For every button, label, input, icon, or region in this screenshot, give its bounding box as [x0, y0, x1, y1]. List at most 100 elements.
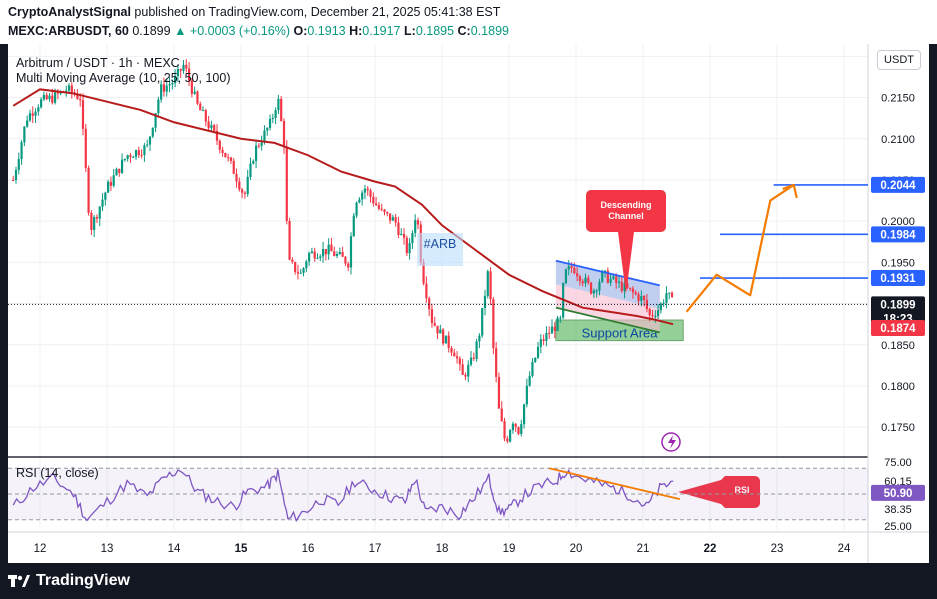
- candle: [252, 160, 255, 164]
- candle: [335, 253, 339, 256]
- candle: [402, 233, 406, 238]
- currency-button[interactable]: USDT: [877, 50, 921, 70]
- tradingview-mark-icon: [8, 573, 30, 589]
- candle: [118, 168, 121, 173]
- candle: [545, 332, 548, 341]
- candle: [129, 155, 132, 157]
- tradingview-brand: TradingView: [36, 572, 130, 589]
- time-tick-label: 19: [503, 543, 516, 555]
- indicator-legend[interactable]: Multi Moving Average (10, 25, 50, 100): [16, 71, 231, 85]
- target-badge-label: 0.1984: [880, 229, 916, 241]
- candle: [363, 188, 367, 193]
- time-tick-label: 21: [637, 543, 650, 555]
- candle: [509, 430, 512, 442]
- symbol-label: MEXC:ARBUSDT, 60: [8, 24, 129, 38]
- candle: [492, 299, 495, 349]
- target-badge-bg: [871, 270, 925, 287]
- candle: [305, 261, 308, 269]
- candle: [528, 375, 531, 386]
- descending-callout: [586, 190, 666, 294]
- open-label: O:: [293, 24, 308, 38]
- candle: [556, 317, 559, 331]
- candle: [221, 149, 224, 153]
- candle: [40, 99, 43, 108]
- candle: [81, 100, 85, 129]
- descending-channel-layer: [555, 259, 660, 334]
- ma-price-badge-bg: [871, 319, 925, 336]
- projection-arrow-line: [685, 183, 795, 313]
- candle: [34, 111, 37, 116]
- candle: [285, 147, 288, 221]
- candle: [109, 181, 113, 186]
- candle: [65, 90, 68, 92]
- candle: [495, 348, 498, 377]
- rsi-callout-label: RSI: [734, 485, 749, 495]
- chart-frame: Support Area #ARB Descending Channel RSI…: [0, 44, 937, 565]
- candle: [143, 145, 146, 155]
- candle: [631, 288, 635, 293]
- candle: [525, 385, 528, 405]
- candle: [428, 298, 431, 310]
- axis-layer: 0.22000.21500.21000.20500.20000.19500.19…: [34, 51, 925, 555]
- candle: [327, 244, 330, 255]
- candle: [190, 80, 193, 94]
- candle: [626, 283, 629, 288]
- candle: [324, 249, 327, 255]
- candle: [330, 244, 333, 252]
- candle: [598, 281, 601, 291]
- candle: [160, 84, 163, 100]
- tradingview-logo[interactable]: TradingView: [8, 572, 130, 590]
- candle: [534, 357, 537, 363]
- candle: [196, 91, 199, 104]
- candle: [98, 206, 101, 219]
- candle: [662, 302, 665, 304]
- candle: [584, 277, 587, 284]
- candle: [559, 317, 562, 319]
- target-badge-label: 0.2044: [880, 180, 916, 192]
- candle: [280, 98, 283, 122]
- candle: [51, 95, 54, 103]
- publish-header: CryptoAnalystSignal published on Trading…: [0, 0, 937, 44]
- candle: [241, 189, 244, 193]
- candle: [162, 84, 166, 92]
- price-chart-svg[interactable]: Support Area #ARB Descending Channel RSI…: [8, 44, 929, 563]
- arb-tag-label: #ARB: [424, 237, 457, 251]
- candle: [321, 249, 325, 257]
- candle: [643, 296, 646, 300]
- candle: [296, 272, 300, 274]
- candle: [408, 243, 411, 254]
- candle: [366, 188, 369, 191]
- candle: [397, 222, 400, 235]
- candle: [199, 103, 202, 111]
- candle: [23, 126, 26, 143]
- candle: [313, 251, 316, 259]
- candle: [308, 253, 311, 262]
- candle: [629, 287, 632, 289]
- candle: [475, 341, 478, 359]
- candle: [522, 404, 526, 425]
- last-price: 0.1899: [132, 24, 171, 38]
- time-tick-label: 14: [168, 543, 181, 555]
- candle: [564, 269, 568, 284]
- candle: [405, 237, 408, 254]
- candle: [472, 357, 475, 359]
- candle: [500, 408, 503, 422]
- candle: [464, 374, 467, 377]
- candle: [553, 326, 556, 331]
- candle: [391, 217, 394, 221]
- chart-area[interactable]: Support Area #ARB Descending Channel RSI…: [8, 44, 929, 563]
- grid-layer: [8, 44, 929, 563]
- candle: [157, 99, 160, 114]
- rsi-legend[interactable]: RSI (14, close): [16, 466, 99, 480]
- lightning-icon[interactable]: [668, 435, 676, 449]
- candle: [355, 202, 358, 216]
- candle: [137, 150, 140, 155]
- candle: [187, 68, 191, 81]
- candle: [615, 276, 618, 283]
- candle: [461, 364, 464, 375]
- candle: [411, 233, 414, 244]
- candle: [578, 276, 582, 282]
- publish-info: published on TradingView.com, December 2…: [134, 5, 501, 19]
- candle: [274, 110, 277, 118]
- publisher-name[interactable]: CryptoAnalystSignal: [8, 5, 131, 19]
